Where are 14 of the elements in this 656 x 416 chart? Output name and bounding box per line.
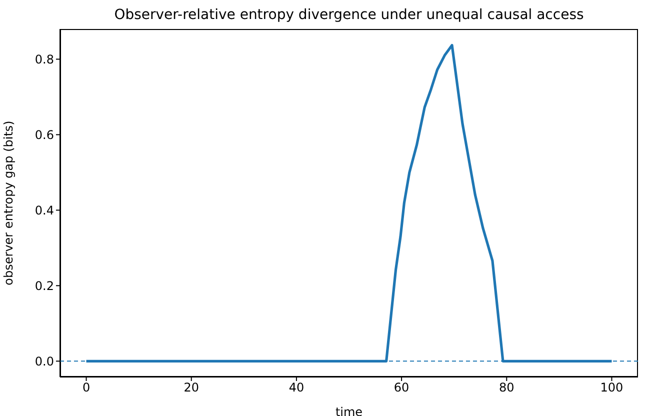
y-tick-label: 0.6 [34, 128, 54, 142]
x-tick-label: 100 [600, 380, 624, 395]
y-tick-label: 0.8 [34, 52, 54, 66]
y-tick-label: 0.2 [34, 278, 54, 293]
x-tick-label: 80 [498, 380, 514, 395]
y-axis-title: observer entropy gap (bits) [1, 120, 16, 286]
x-tick-label: 20 [184, 380, 200, 395]
chart-title: Observer-relative entropy divergence under unequal causal access [113, 7, 585, 23]
x-tick-label: 0 [82, 380, 90, 395]
x-tick-label: 40 [288, 380, 304, 395]
x-axis-title: time [335, 405, 363, 416]
x-tick-label: 60 [394, 380, 410, 395]
y-tick-label: 0.4 [34, 203, 54, 218]
y-tick-label: 0.0 [34, 354, 54, 368]
